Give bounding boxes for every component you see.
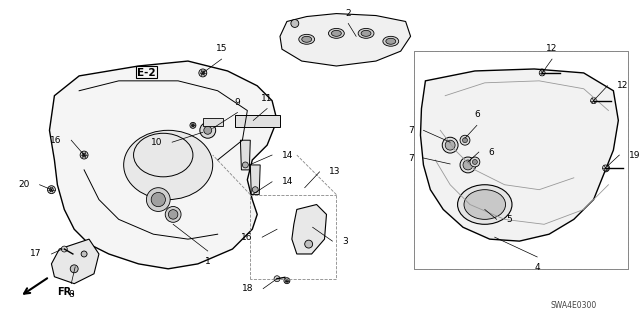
Ellipse shape <box>328 28 344 38</box>
Ellipse shape <box>124 130 212 200</box>
Text: 1: 1 <box>205 257 211 266</box>
Polygon shape <box>241 140 250 170</box>
Text: 14: 14 <box>282 177 293 186</box>
Circle shape <box>200 122 216 138</box>
Text: 16: 16 <box>50 136 61 145</box>
Circle shape <box>199 69 207 77</box>
Ellipse shape <box>458 185 512 224</box>
Text: 12: 12 <box>618 81 628 90</box>
Text: SWA4E0300: SWA4E0300 <box>550 301 597 310</box>
Text: 11: 11 <box>261 93 273 103</box>
Circle shape <box>470 157 480 167</box>
Ellipse shape <box>361 30 371 36</box>
Circle shape <box>591 99 596 103</box>
Text: 7: 7 <box>408 153 413 162</box>
Text: E-2: E-2 <box>137 68 156 78</box>
Text: 20: 20 <box>19 180 29 189</box>
Ellipse shape <box>386 38 396 44</box>
Circle shape <box>165 206 181 222</box>
Text: 10: 10 <box>151 138 163 147</box>
Circle shape <box>274 276 280 282</box>
Circle shape <box>80 151 88 159</box>
Circle shape <box>305 240 312 248</box>
Circle shape <box>463 160 473 170</box>
Circle shape <box>604 166 607 170</box>
Circle shape <box>151 192 165 207</box>
Text: 16: 16 <box>241 233 252 242</box>
Circle shape <box>445 140 455 150</box>
Circle shape <box>539 70 545 76</box>
Circle shape <box>589 97 598 105</box>
Text: 5: 5 <box>506 215 512 224</box>
Text: 14: 14 <box>282 151 293 160</box>
Text: 8: 8 <box>68 290 74 299</box>
Circle shape <box>602 165 609 171</box>
Circle shape <box>591 98 596 104</box>
Circle shape <box>201 71 205 75</box>
Text: 2: 2 <box>346 9 351 18</box>
Circle shape <box>472 160 477 165</box>
Text: 4: 4 <box>534 263 540 272</box>
Circle shape <box>61 246 67 252</box>
Bar <box>136 66 157 78</box>
Circle shape <box>49 188 53 192</box>
Circle shape <box>147 188 170 211</box>
Text: 12: 12 <box>547 44 557 53</box>
Ellipse shape <box>332 30 341 36</box>
Circle shape <box>204 126 212 134</box>
Text: 3: 3 <box>342 237 348 246</box>
Text: 6: 6 <box>474 110 480 119</box>
Circle shape <box>291 19 299 27</box>
Ellipse shape <box>358 28 374 38</box>
Circle shape <box>460 135 470 145</box>
Circle shape <box>243 162 248 168</box>
Ellipse shape <box>134 133 193 177</box>
Circle shape <box>70 265 78 273</box>
Circle shape <box>442 137 458 153</box>
Circle shape <box>168 210 178 219</box>
Circle shape <box>191 124 195 127</box>
Circle shape <box>284 278 290 284</box>
Text: 15: 15 <box>216 44 227 53</box>
Text: 13: 13 <box>330 167 341 176</box>
Text: 9: 9 <box>235 98 240 107</box>
Circle shape <box>602 164 609 172</box>
Text: FR.: FR. <box>58 286 76 297</box>
Bar <box>203 118 223 126</box>
Polygon shape <box>420 69 618 241</box>
Text: 17: 17 <box>30 249 42 258</box>
Circle shape <box>82 153 86 157</box>
Ellipse shape <box>299 34 315 44</box>
Circle shape <box>47 186 56 194</box>
Circle shape <box>252 187 258 193</box>
Bar <box>236 115 280 127</box>
Ellipse shape <box>301 36 312 42</box>
Polygon shape <box>51 239 99 284</box>
Text: 6: 6 <box>489 148 495 157</box>
Polygon shape <box>250 165 260 195</box>
Ellipse shape <box>383 36 399 46</box>
Circle shape <box>538 69 546 77</box>
Circle shape <box>463 138 467 143</box>
Circle shape <box>190 122 196 128</box>
Text: 18: 18 <box>242 284 253 293</box>
Circle shape <box>81 251 87 257</box>
Circle shape <box>285 279 289 282</box>
Polygon shape <box>49 61 277 269</box>
Ellipse shape <box>464 190 506 219</box>
Text: 7: 7 <box>408 126 413 135</box>
Circle shape <box>540 71 544 75</box>
Polygon shape <box>280 14 411 66</box>
Circle shape <box>460 157 476 173</box>
Polygon shape <box>292 204 326 254</box>
Text: 19: 19 <box>629 151 640 160</box>
